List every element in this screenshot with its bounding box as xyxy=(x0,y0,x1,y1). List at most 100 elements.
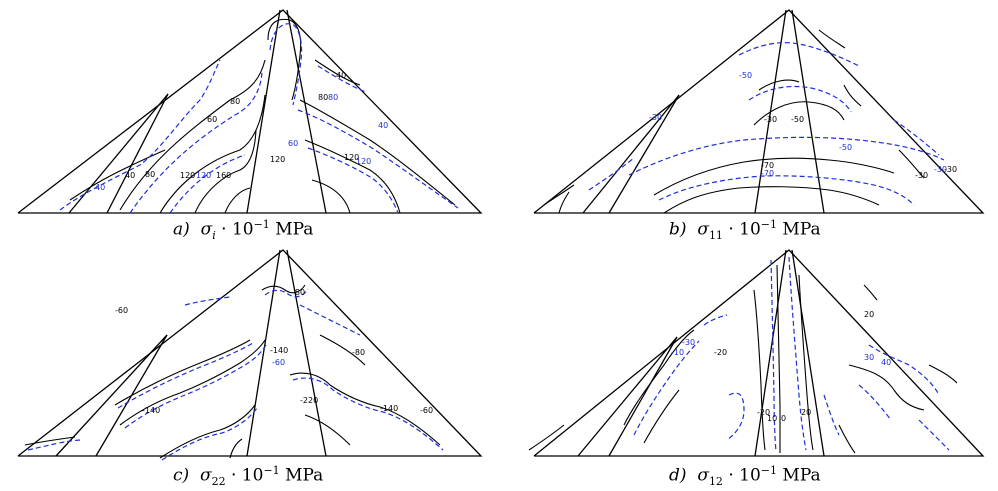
contour-label: 40 xyxy=(336,71,346,80)
core-right-edge xyxy=(286,9,327,214)
core-left-edge xyxy=(246,249,281,457)
contour-line xyxy=(292,377,444,451)
panel-c: -60 -80 -140 -140 -60 -220 -140 -80 -60 … xyxy=(0,245,499,491)
core-left-edge xyxy=(754,249,787,457)
contour-line xyxy=(663,186,880,214)
caption-d: d) σ12 · 10−1 MPa xyxy=(669,464,821,489)
dam-outline xyxy=(17,9,483,214)
contour-line xyxy=(307,147,399,214)
contour-line xyxy=(918,419,950,451)
contour-line xyxy=(264,288,309,298)
contour-label: -50 xyxy=(791,115,804,124)
contour-label: 80 xyxy=(145,170,155,179)
upstream-zone-line-1 xyxy=(68,93,169,214)
contour-label: -50 xyxy=(839,143,852,152)
contour-label: 120 xyxy=(270,155,285,164)
contour-labels-b: -30 -50 -30 -50 -50 -30 -70 -70 -30 -30 xyxy=(649,71,957,180)
contour-label: -60 xyxy=(115,306,128,315)
core-right-edge xyxy=(286,249,327,457)
contour-label: 20 xyxy=(864,310,874,319)
contour-line xyxy=(119,59,266,211)
contour-line xyxy=(818,29,846,49)
contour-label: -20 xyxy=(714,348,727,357)
contour-line xyxy=(59,59,221,211)
contour-line xyxy=(299,304,361,336)
contour-line xyxy=(261,284,306,294)
contour-label: 20 xyxy=(801,408,811,417)
contour-line xyxy=(69,149,166,201)
upstream-zone-line-2 xyxy=(106,93,169,214)
contour-line xyxy=(299,99,456,206)
contour-label: -80 xyxy=(352,348,365,357)
contour-line xyxy=(770,259,777,452)
contour-line xyxy=(528,424,565,451)
contour-label: -140 xyxy=(270,346,288,355)
panel-d: -20 -10 -30 -20 10 0 20 20 30 40 d) σ12 … xyxy=(499,245,998,491)
contour-label: 80 xyxy=(318,93,328,102)
contour-line xyxy=(628,136,945,176)
contour-line xyxy=(297,109,459,209)
contour-plot-a: 40 40 80 60 80 120 120 160 120 60 80 80 … xyxy=(17,9,483,214)
contour-label: -140 xyxy=(142,406,160,415)
contour-line xyxy=(119,339,266,426)
contour-label: 10 xyxy=(767,414,777,423)
upstream-zone-line-1 xyxy=(577,336,678,457)
contour-line xyxy=(843,84,862,107)
contour-line xyxy=(858,384,892,421)
contour-line xyxy=(588,157,635,191)
contour-line xyxy=(184,296,231,306)
contour-label: 40 xyxy=(125,171,135,180)
contour-line xyxy=(229,438,243,459)
contour-line xyxy=(753,101,845,126)
contour-label: 0 xyxy=(781,414,786,423)
upstream-zone-line-1 xyxy=(55,334,168,457)
contour-line xyxy=(114,339,251,406)
contour-plot-c: -60 -80 -140 -140 -60 -220 -140 -80 -60 xyxy=(17,249,483,461)
contour-line xyxy=(267,18,302,101)
contour-label: 80 xyxy=(230,97,240,106)
contour-label: 160 xyxy=(216,171,231,180)
contour-line xyxy=(738,42,860,67)
contour-label: 120 xyxy=(356,157,371,166)
contour-label: -70 xyxy=(761,169,774,178)
contour-line xyxy=(753,289,766,451)
contour-line xyxy=(304,414,351,446)
contour-labels-d: -20 -10 -30 -20 10 0 20 20 30 40 xyxy=(671,310,891,423)
contour-label: -50 xyxy=(739,71,752,80)
panel-a: 40 40 80 60 80 120 120 160 120 60 80 80 … xyxy=(0,0,499,245)
contour-label: -30 xyxy=(764,115,777,124)
contour-plot-b: -30 -50 -30 -50 -50 -30 -70 -70 -30 -30 xyxy=(533,9,985,214)
contour-line xyxy=(124,342,268,429)
contour-label: -60 xyxy=(420,406,433,415)
dam-outline xyxy=(533,249,985,457)
contour-label: 120 xyxy=(196,171,211,180)
contour-label: -80 xyxy=(292,288,305,297)
contour-line xyxy=(558,191,570,214)
contour-line xyxy=(893,119,940,156)
contour-line xyxy=(703,314,728,326)
contour-line xyxy=(838,424,856,454)
contour-line xyxy=(748,85,852,113)
contour-line xyxy=(653,157,895,196)
caption-a: a) σi · 10−1 MPa xyxy=(173,218,314,243)
contour-line xyxy=(194,129,257,214)
contour-label: -70 xyxy=(761,161,774,170)
contour-line xyxy=(319,334,366,366)
contour-label: 80 xyxy=(328,93,338,102)
contour-label: 120 xyxy=(180,171,195,180)
contour-line xyxy=(848,364,925,411)
contour-label: -20 xyxy=(757,408,770,417)
contour-label: -30 xyxy=(915,171,928,180)
contour-label: -30 xyxy=(649,113,662,122)
contour-line xyxy=(643,389,680,444)
contour-labels-a: 40 40 80 60 80 120 120 160 120 60 80 80 … xyxy=(95,71,388,192)
contour-line xyxy=(311,179,351,214)
upstream-zone-line-2 xyxy=(608,94,680,214)
contour-line xyxy=(314,59,361,86)
dam-outline xyxy=(533,9,985,214)
contour-line xyxy=(823,394,840,436)
contour-line xyxy=(159,94,266,214)
contour-label: -60 xyxy=(272,358,285,367)
contour-line xyxy=(117,342,254,409)
contour-line xyxy=(788,256,807,451)
